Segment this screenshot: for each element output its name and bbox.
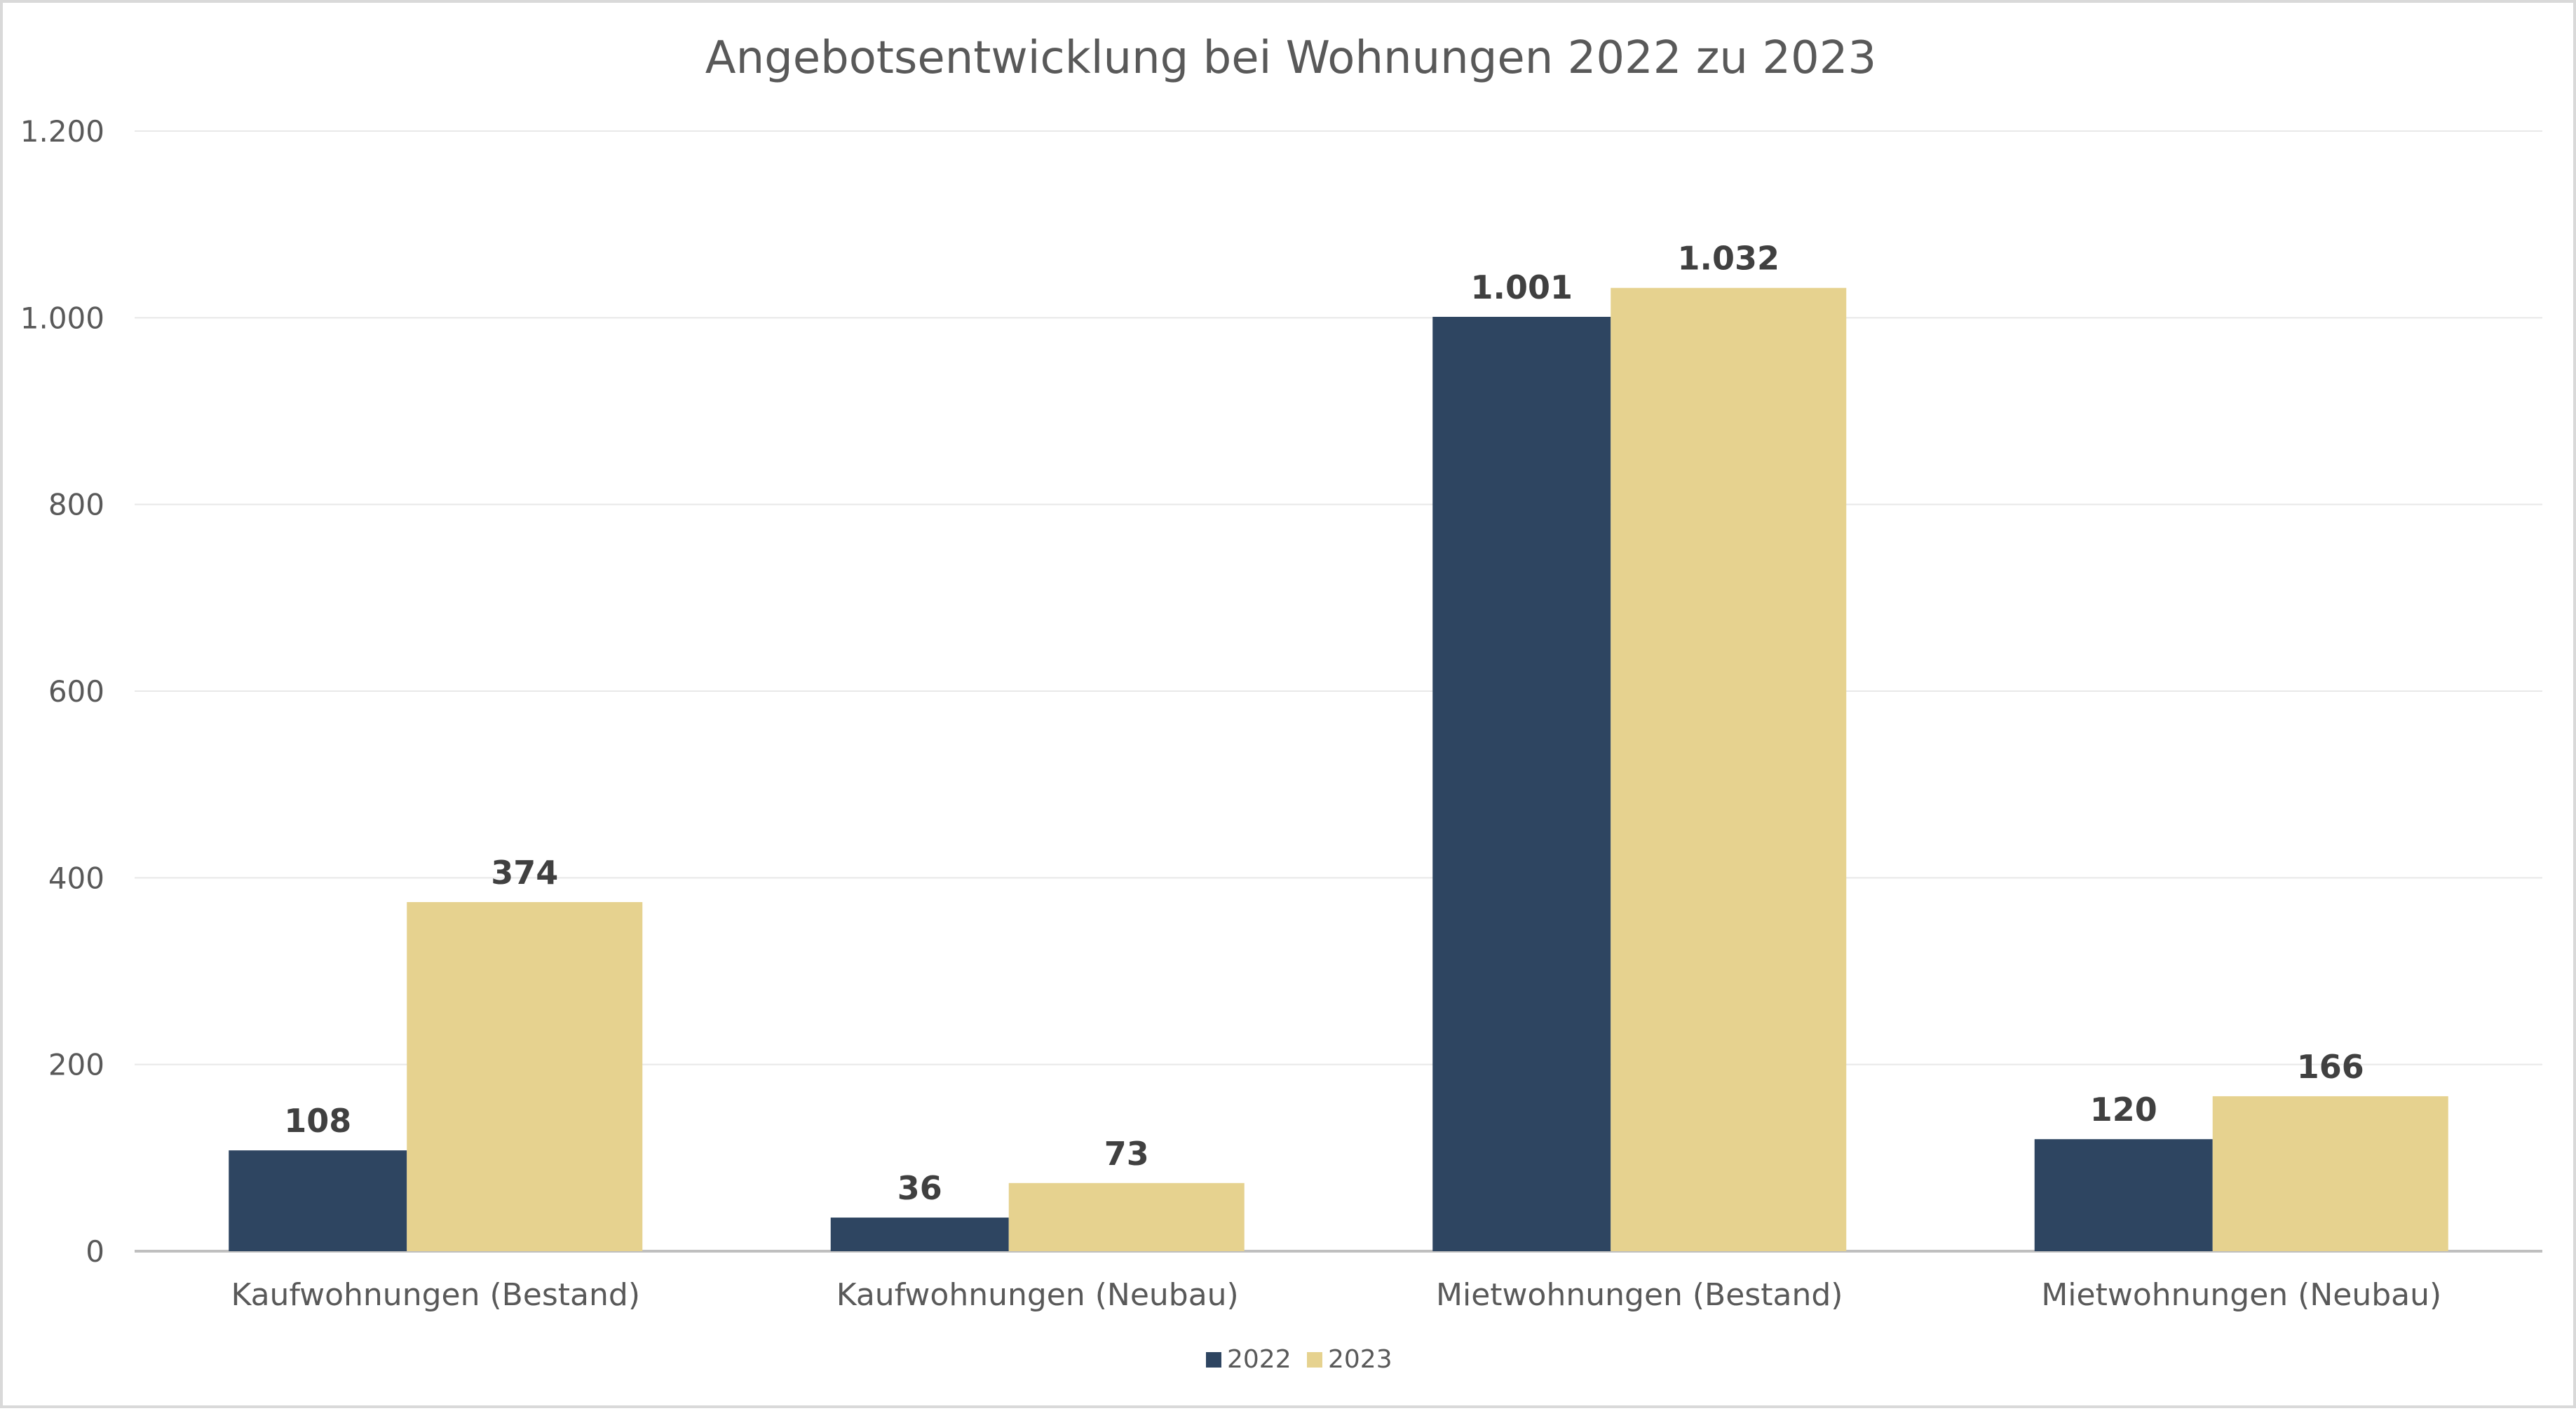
chart-svg: Angebotsentwicklung bei Wohnungen 2022 z… [20,32,2542,1374]
bar-2023-1 [1008,1182,1245,1251]
bar-2023-2 [1611,287,1847,1252]
bar-2022-3 [2034,1139,2213,1251]
data-label: 1.001 [1470,268,1573,306]
x-category-label: Kaufwohnungen (Bestand) [231,1277,640,1313]
y-tick-label: 200 [48,1048,104,1082]
data-label: 36 [897,1169,942,1207]
data-label: 166 [2297,1048,2364,1086]
y-tick-label: 0 [86,1234,104,1269]
bar-2022-0 [229,1150,407,1251]
bar-2022-1 [830,1218,1009,1251]
data-label: 374 [491,854,558,892]
y-tick-label: 400 [48,861,104,895]
grid-layer [135,130,2542,1065]
y-tick-label: 600 [48,674,104,709]
x-category-label: Mietwohnungen (Bestand) [1436,1277,1843,1313]
y-tick-label: 1.200 [20,114,104,149]
y-tick-label: 1.000 [20,301,104,335]
data-label: 120 [2090,1091,2157,1129]
legend: 2022 2023 [1206,1345,1392,1374]
chart-title: Angebotsentwicklung bei Wohnungen 2022 z… [705,32,1876,84]
bar-2023-3 [2212,1096,2448,1251]
bar-2023-0 [407,901,643,1251]
bars-layer [229,287,2448,1252]
legend-swatch-2022 [1206,1352,1221,1368]
bar-2022-2 [1432,317,1611,1251]
x-category-label: Kaufwohnungen (Neubau) [836,1277,1239,1313]
data-label: 108 [284,1102,351,1140]
x-category-label: Mietwohnungen (Neubau) [2041,1277,2441,1313]
legend-swatch-2023 [1307,1352,1322,1368]
x-axis: Kaufwohnungen (Bestand) Kaufwohnungen (Ne… [231,1277,2441,1313]
y-tick-label: 800 [48,488,104,522]
legend-label: 2023 [1328,1345,1392,1374]
data-labels-layer: 108 374 36 73 1.001 1.032 120 166 [284,240,2364,1207]
data-label: 1.032 [1677,240,1780,278]
data-label: 73 [1104,1135,1149,1173]
legend-label: 2022 [1227,1345,1292,1374]
